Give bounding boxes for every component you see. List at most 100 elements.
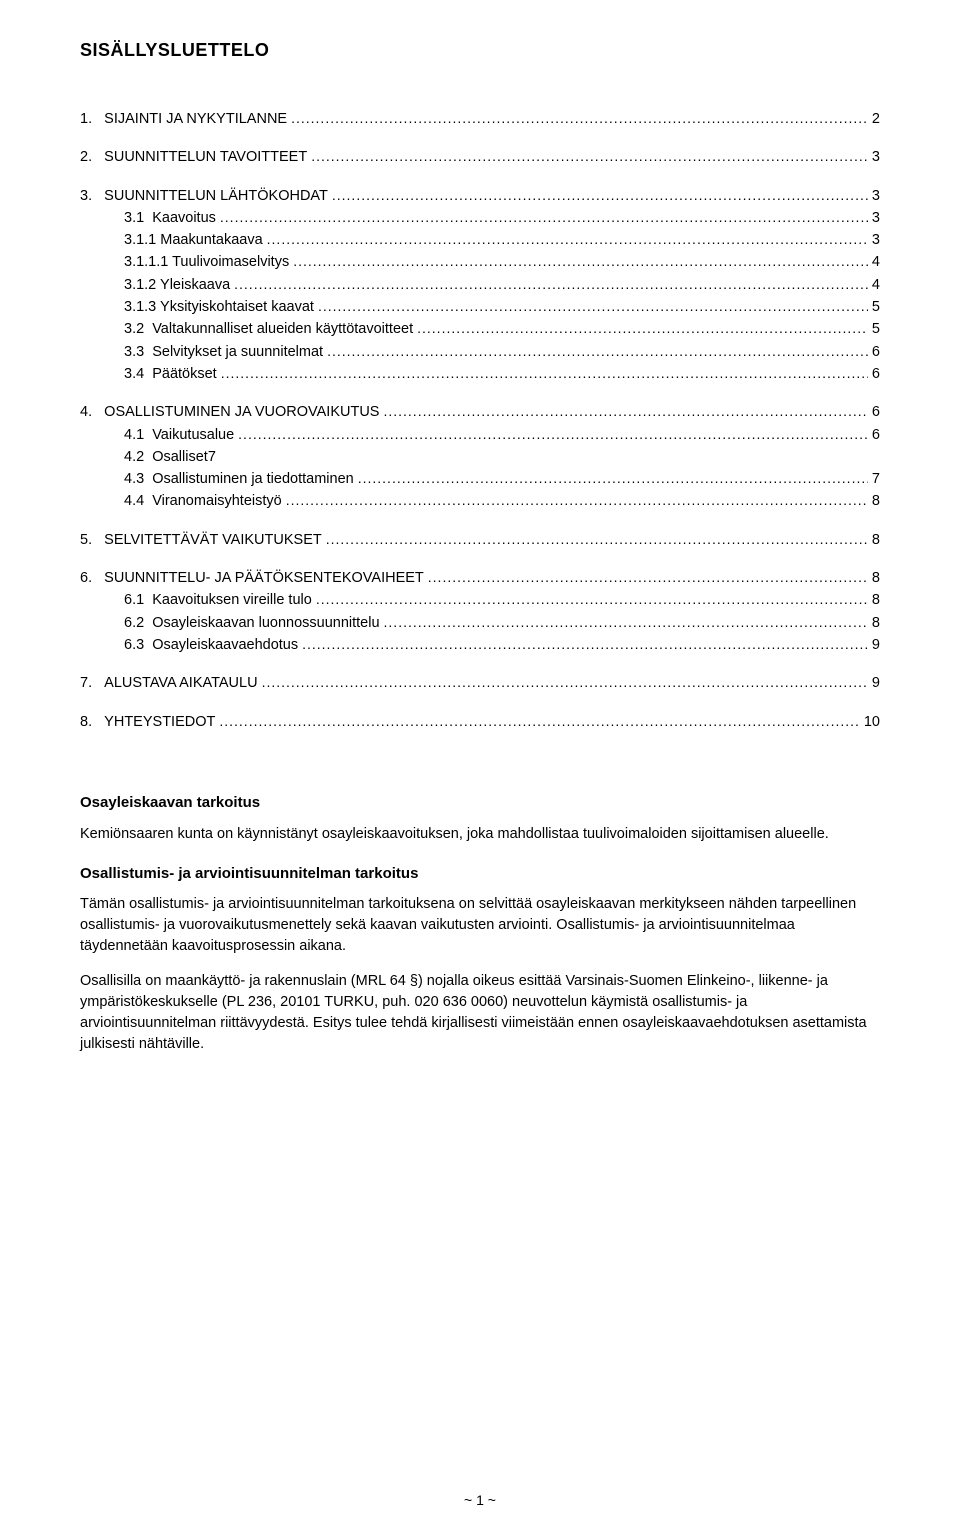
toc-entry: 3. SUUNNITTELUN LÄHTÖKOHDAT 3	[80, 186, 880, 206]
toc-entry: 4. OSALLISTUMINEN JA VUOROVAIKUTUS 6	[80, 402, 880, 422]
toc-leaders	[384, 613, 868, 633]
toc-leaders	[220, 208, 868, 228]
toc-entry: 3.1.1.1 Tuulivoimaselvitys 4	[80, 252, 880, 272]
toc-entry: 3.1.1 Maakuntakaava 3	[80, 230, 880, 250]
toc-entry: 3.1.2 Yleiskaava 4	[80, 275, 880, 295]
body-text: Osayleiskaavan tarkoitus Kemiönsaaren kun…	[80, 792, 880, 1056]
toc-leaders	[327, 342, 868, 362]
toc-entry-label: 3.1.2 Yleiskaava	[80, 275, 230, 295]
toc-leaders	[332, 186, 868, 206]
toc-entry-page: 9	[872, 635, 880, 655]
toc-entry-page: 5	[872, 297, 880, 317]
toc-leaders	[316, 590, 868, 610]
toc-entry-label: 7. ALUSTAVA AIKATAULU	[80, 673, 258, 693]
toc-entry: 3.1 Kaavoitus 3	[80, 208, 880, 228]
toc-entry-label: 3.1.1.1 Tuulivoimaselvitys	[80, 252, 289, 272]
toc-entry: 3.2 Valtakunnalliset alueiden käyttötavo…	[80, 319, 880, 339]
toc-entry: 3.1.3 Yksityiskohtaiset kaavat 5	[80, 297, 880, 317]
toc-leaders	[267, 230, 868, 250]
toc-entry-label: 6. SUUNNITTELU- JA PÄÄTÖKSENTEKOVAIHEET	[80, 568, 424, 588]
toc-leaders	[302, 635, 868, 655]
toc-entry-label: 3.2 Valtakunnalliset alueiden käyttötavo…	[80, 319, 413, 339]
toc-entry-label: 6.1 Kaavoituksen vireille tulo	[80, 590, 312, 610]
toc-entry-label: 3.3 Selvitykset ja suunnitelmat	[80, 342, 323, 362]
toc-entry-page: 2	[872, 109, 880, 129]
toc-entry-label: 5. SELVITETTÄVÄT VAIKUTUKSET	[80, 530, 322, 550]
toc-entry-label: 3.1.3 Yksityiskohtaiset kaavat	[80, 297, 314, 317]
toc-entry: 1. SIJAINTI JA NYKYTILANNE 2	[80, 109, 880, 129]
toc-entry-label: 2. SUUNNITTELUN TAVOITTEET	[80, 147, 307, 167]
toc-entry: 8. YHTEYSTIEDOT 10	[80, 712, 880, 732]
toc-entry-label: 3.1.1 Maakuntakaava	[80, 230, 263, 250]
toc-leaders	[291, 109, 868, 129]
toc-entry-label: 8. YHTEYSTIEDOT	[80, 712, 215, 732]
body-paragraph: Osallisilla on maankäyttö- ja rakennusla…	[80, 971, 880, 1055]
toc-entry-page: 8	[872, 590, 880, 610]
toc-entry-label: 6.2 Osayleiskaavan luonnossuunnittelu	[80, 613, 380, 633]
document-title: SISÄLLYSLUETTELO	[80, 40, 880, 61]
toc-entry-label: 3.1 Kaavoitus	[80, 208, 216, 228]
toc-leaders	[262, 673, 868, 693]
toc-leaders	[311, 147, 868, 167]
toc-entry-page: 8	[872, 613, 880, 633]
toc-leaders	[219, 712, 860, 732]
body-paragraph: Kemiönsaaren kunta on käynnistänyt osayl…	[80, 824, 880, 845]
toc-entry: 6.1 Kaavoituksen vireille tulo 8	[80, 590, 880, 610]
toc-entry: 6.3 Osayleiskaavaehdotus 9	[80, 635, 880, 655]
toc-entry: 4.2 Osalliset7	[80, 447, 880, 467]
toc-entry-page: 5	[872, 319, 880, 339]
toc-leaders	[358, 469, 868, 489]
toc-leaders	[417, 319, 868, 339]
toc-entry-label: 4.4 Viranomaisyhteistyö	[80, 491, 282, 511]
toc-entry-page: 4	[872, 275, 880, 295]
toc-entry-label: 6.3 Osayleiskaavaehdotus	[80, 635, 298, 655]
toc-entry: 7. ALUSTAVA AIKATAULU 9	[80, 673, 880, 693]
toc-leaders	[221, 364, 868, 384]
toc-leaders	[293, 252, 868, 272]
toc-leaders	[286, 491, 868, 511]
toc-entry-page: 6	[872, 402, 880, 422]
toc-leaders	[318, 297, 868, 317]
toc-entry-page: 8	[872, 491, 880, 511]
toc-entry-label: 3.4 Päätökset	[80, 364, 217, 384]
toc-entry-label: 4.3 Osallistuminen ja tiedottaminen	[80, 469, 354, 489]
page-number: ~ 1 ~	[0, 1492, 960, 1508]
toc-entry: 4.4 Viranomaisyhteistyö 8	[80, 491, 880, 511]
toc-entry-page: 10	[864, 712, 880, 732]
toc-entry-page: 4	[872, 252, 880, 272]
toc-entry: 5. SELVITETTÄVÄT VAIKUTUKSET 8	[80, 530, 880, 550]
toc-entry-page: 3	[872, 208, 880, 228]
toc-entry-page: 8	[872, 530, 880, 550]
body-paragraph: Tämän osallistumis- ja arviointisuunnite…	[80, 894, 880, 957]
toc-leaders	[428, 568, 868, 588]
section-heading: Osallistumis- ja arviointisuunnitelman t…	[80, 863, 880, 885]
toc-entry-page: 7	[872, 469, 880, 489]
toc-entry: 6.2 Osayleiskaavan luonnossuunnittelu 8	[80, 613, 880, 633]
toc-entry: 6. SUUNNITTELU- JA PÄÄTÖKSENTEKOVAIHEET 8	[80, 568, 880, 588]
toc-entry-page: 9	[872, 673, 880, 693]
toc-entry: 2. SUUNNITTELUN TAVOITTEET 3	[80, 147, 880, 167]
toc-leaders	[326, 530, 868, 550]
toc-entry-page: 8	[872, 568, 880, 588]
toc-entry: 4.3 Osallistuminen ja tiedottaminen 7	[80, 469, 880, 489]
toc-entry-label: 4. OSALLISTUMINEN JA VUOROVAIKUTUS	[80, 402, 379, 422]
toc-entry-page: 3	[872, 230, 880, 250]
toc-entry-page: 3	[872, 186, 880, 206]
toc-entry-label: 1. SIJAINTI JA NYKYTILANNE	[80, 109, 287, 129]
toc-entry-page: 3	[872, 147, 880, 167]
toc-entry-page: 6	[872, 425, 880, 445]
section-heading: Osayleiskaavan tarkoitus	[80, 792, 880, 814]
toc-leaders	[383, 402, 867, 422]
toc-entry: 4.1 Vaikutusalue 6	[80, 425, 880, 445]
table-of-contents: 1. SIJAINTI JA NYKYTILANNE 2 2. SUUNNITTEL…	[80, 109, 880, 732]
toc-leaders	[238, 425, 868, 445]
toc-leaders	[234, 275, 868, 295]
toc-entry: 3.4 Päätökset 6	[80, 364, 880, 384]
toc-entry-label: 3. SUUNNITTELUN LÄHTÖKOHDAT	[80, 186, 328, 206]
toc-entry: 3.3 Selvitykset ja suunnitelmat 6	[80, 342, 880, 362]
toc-entry-label: 4.2 Osalliset7	[80, 447, 216, 467]
toc-entry-label: 4.1 Vaikutusalue	[80, 425, 234, 445]
toc-entry-page: 6	[872, 364, 880, 384]
toc-entry-page: 6	[872, 342, 880, 362]
page-container: SISÄLLYSLUETTELO 1. SIJAINTI JA NYKYTILA…	[0, 0, 960, 1536]
